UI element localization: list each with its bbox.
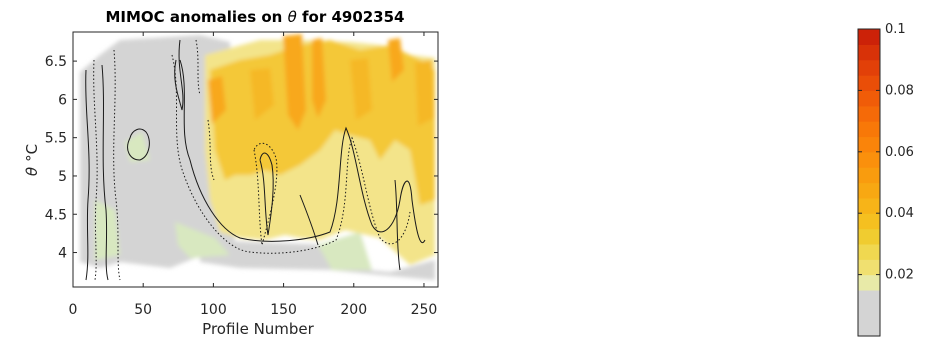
contours (85, 39, 426, 281)
colorbar-tick-label: 0.02 (885, 268, 914, 283)
x-axis-title: Profile Number (202, 320, 314, 338)
colorbar-swatch (858, 228, 880, 245)
colorbar: 0.02 0.04 0.06 0.08 0.1 (857, 22, 914, 337)
heatmap-cell (283, 34, 306, 130)
heatmap-cell (415, 60, 434, 126)
heatmap-cell (95, 200, 120, 260)
colorbar-swatch (858, 121, 880, 138)
colorbar-swatch (858, 182, 880, 199)
contour-line-solid (174, 39, 184, 111)
colorbar-swatch (858, 59, 880, 76)
contour-line-dotted (195, 39, 201, 96)
colorbar-tick-label: 0.08 (885, 83, 914, 98)
y-axis-unit: °C (23, 144, 41, 162)
y-axis: 4 4.5 5 5.5 6 6.5 (45, 54, 438, 262)
colorbar-tick-label: 0.06 (885, 145, 914, 160)
contour-line-dotted (253, 142, 278, 246)
colorbar-swatch (858, 320, 880, 337)
x-tick-label: 50 (134, 302, 152, 318)
contour-line-solid (394, 179, 401, 271)
colorbar-swatch (858, 305, 880, 322)
y-tick-label: 6.5 (45, 54, 67, 70)
contour-line-solid (299, 194, 319, 246)
heatmap-cell (125, 132, 150, 162)
colorbar-swatch (858, 167, 880, 184)
title-suffix: for 4902354 (297, 8, 405, 26)
y-tick-label: 5.5 (45, 131, 67, 147)
contour-line-solid (101, 64, 109, 281)
y-tick-label: 4 (58, 246, 67, 262)
plot-area: 0 50 100 150 200 250 4 4.5 5 5.5 6 6.5 (45, 31, 439, 318)
plot-frame (72, 31, 439, 288)
colorbar-swatch (858, 90, 880, 107)
heatmap (80, 34, 435, 280)
x-axis: 0 50 100 150 200 250 (69, 32, 438, 318)
x-tick-label: 200 (340, 302, 367, 318)
x-tick-label: 150 (270, 302, 297, 318)
contour-line-solid (259, 152, 274, 236)
x-tick-label: 0 (69, 302, 78, 318)
heatmap-cell (175, 222, 230, 258)
title-symbol: θ (288, 8, 297, 26)
contour-line-dotted (93, 59, 98, 281)
colorbar-swatch (858, 75, 880, 91)
y-tick-label: 4.5 (45, 207, 67, 223)
y-axis-title: θ °C (23, 144, 41, 176)
colorbar-swatch (858, 243, 880, 260)
colorbar-swatch (858, 213, 880, 230)
colorbar-swatch (858, 105, 880, 122)
x-tick-label: 100 (200, 302, 227, 318)
title-prefix: MIMOC anomalies on (105, 8, 287, 26)
y-tick-label: 6 (58, 92, 67, 108)
heatmap-cell (350, 58, 372, 120)
heatmap-cell (312, 38, 326, 118)
heatmap-cell (318, 232, 372, 270)
heatmap-cell (200, 240, 435, 280)
colorbar-frame (857, 28, 881, 337)
y-tick-label: 5 (58, 169, 67, 185)
colorbar-swatch (858, 151, 880, 168)
heatmap-cell (80, 35, 235, 268)
y-axis-symbol: θ (23, 167, 41, 176)
colorbar-swatch (858, 136, 880, 153)
x-tick-label: 250 (411, 302, 438, 318)
colorbar-swatch (858, 197, 880, 214)
colorbar-swatch (858, 289, 880, 306)
colorbar-swatch (858, 29, 880, 45)
contour-line-solid (85, 69, 90, 281)
contour-line-dotted (171, 54, 411, 254)
chart-title: MIMOC anomalies on θ for 4902354 (105, 8, 404, 26)
heatmap-cell (250, 68, 274, 120)
heatmap-cell (388, 38, 404, 82)
contour-line-solid (179, 59, 426, 243)
contour-line-solid (127, 128, 150, 161)
contour-line-dotted (113, 49, 121, 281)
colorbar-swatch (858, 259, 880, 276)
heatmap-cell (208, 76, 226, 124)
colorbar-tick-label: 0.1 (885, 22, 906, 37)
colorbar-tick-label: 0.04 (885, 206, 914, 221)
contour-line-dotted (207, 119, 215, 181)
colorbar-swatch (858, 274, 880, 291)
colorbar-swatch (858, 44, 880, 61)
